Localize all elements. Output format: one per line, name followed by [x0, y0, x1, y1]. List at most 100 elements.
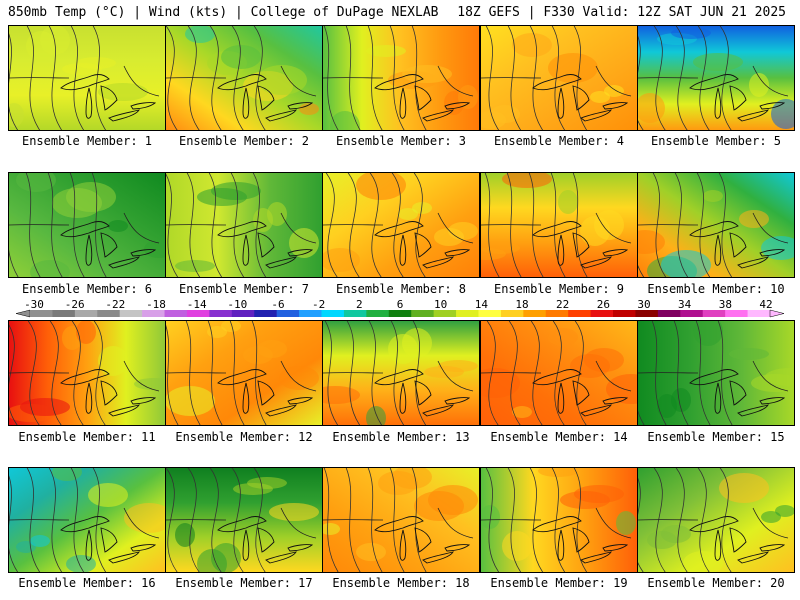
colorbar-swatch: [30, 310, 53, 317]
temperature-blotch: [402, 65, 452, 83]
great-lake-outline: [759, 397, 786, 405]
ensemble-member-label: Ensemble Member: 16: [18, 576, 156, 590]
chart-title-left: 850mb Temp (°C) | Wind (kts) | College o…: [8, 5, 439, 20]
colorbar-right-arrow: [769, 309, 785, 318]
colorbar-left-arrow: [15, 309, 31, 318]
temperature-blotch: [211, 182, 261, 200]
wind-streamline: [187, 26, 200, 130]
ensemble-member-label: Ensemble Member: 14: [490, 430, 628, 444]
colorbar-swatch: [433, 310, 457, 317]
great-lake-outline: [100, 380, 118, 406]
temperature-blotch: [134, 378, 165, 390]
great-lake-outline: [100, 232, 118, 258]
temperature-blotch: [512, 33, 552, 57]
colorbar-tick-label: -14: [187, 300, 207, 311]
great-lake-outline: [422, 404, 454, 417]
wind-streamline: [638, 35, 644, 130]
ensemble-member-label: Ensemble Member: 19: [490, 576, 628, 590]
ensemble-member-map: [637, 320, 795, 426]
great-lake-outline: [287, 397, 314, 405]
state-border: [481, 212, 632, 244]
ensemble-member-map: [480, 467, 638, 573]
temperature-blotch: [269, 503, 319, 521]
wind-streamline: [166, 468, 178, 572]
great-lake-outline: [287, 102, 314, 110]
great-lake-outline: [130, 249, 157, 257]
ensemble-member-map: [165, 172, 323, 278]
wind-streamline: [485, 26, 500, 130]
great-lake-outline: [100, 527, 118, 553]
wind-streamline: [9, 33, 19, 130]
colorbar-swatch: [702, 310, 726, 317]
wind-streamline: [346, 321, 361, 425]
wind-streamline: [529, 26, 544, 130]
state-border: [481, 360, 632, 392]
wind-streamline: [507, 26, 522, 130]
colorbar-swatch: [164, 310, 188, 317]
temperature-blotch: [166, 386, 215, 416]
great-lake-outline: [572, 85, 590, 111]
colorbar-tick-label: 26: [597, 300, 610, 311]
ensemble-member-label: Ensemble Member: 9: [493, 282, 625, 296]
great-lake-outline: [60, 369, 110, 386]
colorbar-swatch: [657, 310, 681, 317]
great-lake-outline: [60, 221, 110, 238]
wind-streamline: [26, 468, 41, 572]
colorbar-tick-label: 34: [678, 300, 692, 311]
colorbar-swatch: [142, 310, 166, 317]
great-lake-outline: [108, 256, 140, 269]
wind-streamline: [49, 321, 62, 425]
great-lake-outline: [737, 551, 769, 564]
temperature-blotch: [330, 111, 360, 130]
great-lake-outline: [714, 382, 722, 414]
great-lake-outline: [759, 102, 786, 110]
state-border: [481, 65, 632, 97]
temperature-blotch: [221, 321, 241, 332]
great-lake-outline: [572, 232, 590, 258]
temperature-blotch: [40, 26, 70, 55]
great-lake-outline: [689, 74, 739, 91]
colorbar-tick-label: -22: [105, 300, 125, 311]
wind-streamline: [71, 321, 84, 425]
great-lake-outline: [580, 551, 612, 564]
ensemble-member-label: Ensemble Member: 3: [335, 134, 467, 148]
great-lake-outline: [257, 527, 275, 553]
great-lake-outline: [265, 551, 297, 564]
wind-streamline: [638, 410, 645, 425]
chart-title-right: 18Z GEFS | F330 Valid: 12Z SAT JUN 21 20…: [457, 5, 786, 20]
temperature-blotch: [761, 236, 794, 260]
colorbar-tick-label: -26: [65, 300, 85, 311]
wind-streamline: [345, 468, 361, 572]
wind-streamline: [231, 468, 244, 572]
wind-streamline: [9, 475, 19, 572]
colorbar-tick-label: -30: [24, 300, 44, 311]
great-lake-outline: [580, 256, 612, 269]
wind-streamline: [719, 26, 732, 130]
temperature-blotch: [502, 531, 532, 561]
wind-streamline: [675, 26, 688, 130]
wind-streamline: [507, 468, 522, 572]
great-lake-outline: [60, 74, 110, 91]
temperature-blotch: [247, 477, 287, 489]
temperature-blotch: [512, 406, 532, 418]
temperature-blotch: [221, 45, 261, 69]
temperature-blotch: [392, 468, 432, 489]
wind-streamline: [572, 173, 588, 277]
state-border: [9, 65, 160, 97]
great-lake-outline: [265, 109, 297, 122]
colorbar-tick-label: 30: [637, 300, 650, 311]
great-lake-outline: [108, 551, 140, 564]
temperature-blotch: [739, 210, 769, 228]
great-lake-outline: [265, 404, 297, 417]
great-lake-outline: [602, 249, 629, 257]
state-border: [481, 507, 632, 539]
great-lake-outline: [557, 382, 565, 414]
ensemble-member-label: Ensemble Member: 2: [178, 134, 310, 148]
wind-streamline: [638, 264, 645, 277]
state-border: [638, 212, 789, 244]
temperature-blotch: [671, 27, 711, 39]
great-lake-outline: [444, 397, 471, 405]
wind-streamline: [574, 321, 587, 425]
wind-streamline: [187, 468, 200, 572]
wind-streamline: [251, 321, 267, 425]
